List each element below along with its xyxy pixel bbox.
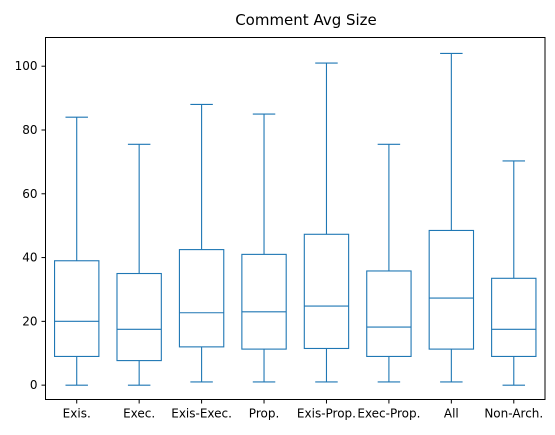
iqr-box (491, 277, 537, 357)
y-tick-label: 100 (15, 59, 38, 73)
x-tick-label: Exis. (63, 407, 91, 421)
y-tick-label: 40 (22, 251, 37, 265)
x-tick-label: Exec. (123, 407, 155, 421)
x-tick-label: Exec-Prop. (357, 407, 420, 421)
x-tick-label: Non-Arch. (484, 407, 543, 421)
iqr-box (54, 260, 100, 357)
x-tick-label: Exis-Exec. (171, 407, 232, 421)
x-tick-label: All (444, 407, 459, 421)
y-tick-label: 80 (22, 123, 37, 137)
iqr-box (241, 253, 287, 350)
y-tick-label: 60 (22, 187, 37, 201)
iqr-box (178, 249, 225, 348)
y-tick-label: 0 (30, 378, 38, 392)
x-tick-label: Exis-Prop. (297, 407, 356, 421)
iqr-box (366, 270, 412, 357)
chart-title: Comment Avg Size (235, 11, 377, 29)
iqr-box (428, 229, 475, 350)
x-tick-label: Prop. (249, 407, 279, 421)
axes-frame (45, 37, 546, 400)
iqr-box (303, 233, 350, 350)
plot-area: 0 20 40 60 80 100 Exis. Exec. Exis-Exec. Prop. Exi… (15, 52, 543, 421)
iqr-box (116, 272, 162, 362)
y-tick-label: 20 (22, 314, 37, 328)
